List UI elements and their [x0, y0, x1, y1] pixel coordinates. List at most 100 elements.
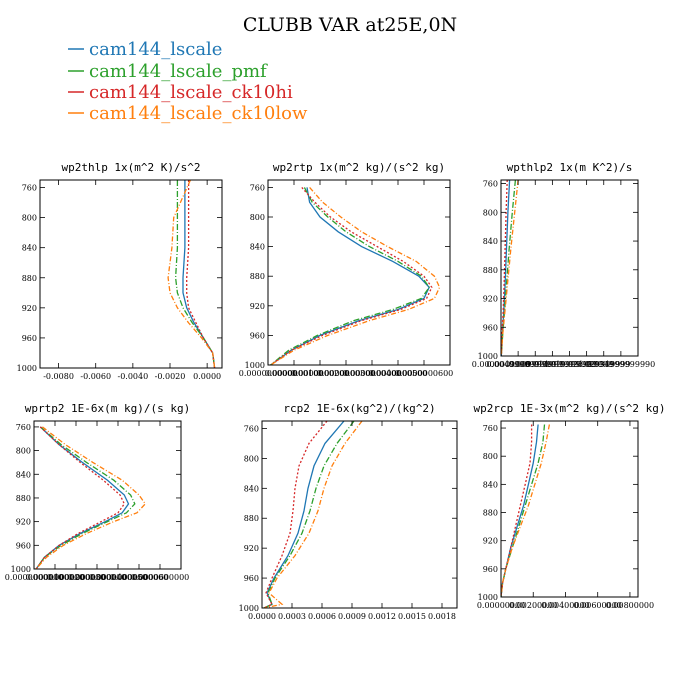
- subplot-6: wp2rcp 1E-3x(m^2 kg)/(s^2 kg) 760 800 840 88…: [473, 402, 665, 610]
- series-line: [186, 180, 216, 368]
- y-tick-label: 880: [244, 514, 259, 523]
- series-line: [263, 421, 355, 608]
- series-line: [35, 426, 147, 569]
- series-line: [501, 180, 508, 356]
- x-tick-label: 0.0000000100: [265, 369, 324, 378]
- legend-label: cam144_lscale_ck10hi: [89, 82, 293, 103]
- x-tick-label: 0.0000000500: [369, 369, 428, 378]
- x-tick-label: 0.00499999999: [486, 360, 550, 369]
- y-tick-label: 920: [22, 304, 37, 313]
- y-tick-label: 880: [16, 494, 31, 503]
- legend: cam144_lscalecam144_lscale_pmfcam144_lsc…: [68, 39, 308, 124]
- y-tick-label: 920: [244, 544, 259, 553]
- y-tick-label: 840: [483, 237, 498, 246]
- subplot-title: wprtp2 1E-6x(m kg)/(s kg): [25, 402, 191, 415]
- x-tick-label: 0.0000600000: [131, 573, 190, 582]
- subplot-5: rcp2 1E-6x(kg^2)/(kg^2) 760 800 840 880 920 96…: [239, 402, 458, 621]
- x-tick-label: 0.0012: [368, 612, 396, 621]
- series-line: [501, 424, 546, 597]
- legend-label: cam144_lscale_ck10low: [89, 103, 308, 124]
- x-tick-label: 0.014999999: [526, 360, 579, 369]
- y-tick-label: 1000: [478, 593, 498, 602]
- y-tick-label: 760: [483, 180, 498, 189]
- series-line: [270, 186, 433, 365]
- plot-frame: [500, 179, 639, 357]
- y-tick-label: 960: [244, 574, 259, 583]
- x-tick-label: 0.0000000200: [291, 369, 350, 378]
- figure-title: CLUBB VAR at25E,0N: [243, 14, 457, 36]
- plot-frame: [39, 179, 223, 369]
- subplot-1: wp2thlp 1x(m^2 K)/s^2 760 800 840 880 920 960 1…: [17, 161, 223, 381]
- y-tick-label: 880: [250, 272, 265, 281]
- x-tick-label: 0.0006: [308, 612, 336, 621]
- y-tick-label: 1000: [478, 352, 498, 361]
- subplot-title: rcp2 1E-6x(kg^2)/(kg^2): [283, 402, 435, 415]
- x-tick-label: 0.0000100000: [26, 573, 85, 582]
- y-tick-label: 840: [22, 244, 37, 253]
- plot-frame: [33, 420, 182, 570]
- series-line: [501, 424, 539, 597]
- legend-entry: cam144_lscale: [68, 39, 222, 60]
- x-tick-label: 0.0000000000: [239, 369, 298, 378]
- x-tick-label: 0.00000000: [477, 601, 525, 610]
- subplot-title: wp2rtp 1x(m^2 kg)/(s^2 kg): [273, 161, 445, 174]
- series-line: [501, 180, 519, 356]
- y-tick-label: 960: [16, 541, 31, 550]
- x-tick-label: 0.00200000: [509, 601, 557, 610]
- y-tick-label: 800: [483, 452, 498, 461]
- series-line: [270, 187, 430, 365]
- legend-label: cam144_lscale: [89, 39, 222, 60]
- plot-frame: [267, 179, 451, 366]
- y-tick-label: 840: [244, 484, 259, 493]
- legend-entry: cam144_lscale_ck10low: [68, 103, 308, 124]
- x-tick-label: 0.0015: [398, 612, 426, 621]
- subplot-3: wpthlp2 1x(m K^2)/s 760 800 840 880 920 960 100…: [472, 161, 656, 369]
- x-tick-label: 0.0000000300: [317, 369, 376, 378]
- series-line: [182, 180, 216, 368]
- series-line: [263, 421, 345, 608]
- y-tick-label: 800: [483, 208, 498, 217]
- y-tick-label: 760: [22, 184, 37, 193]
- series-line: [35, 426, 136, 569]
- y-tick-label: 920: [483, 295, 498, 304]
- x-tick-label: -0.0020: [155, 372, 186, 381]
- y-tick-label: 840: [16, 470, 31, 479]
- x-tick-label: 0.0000200000: [47, 573, 106, 582]
- y-tick-label: 840: [250, 243, 265, 252]
- x-tick-label: -0.0040: [118, 372, 149, 381]
- x-tick-label: 0.0000500000: [110, 573, 169, 582]
- panels: wp2thlp 1x(m^2 K)/s^2 760 800 840 880 920 960 1…: [5, 161, 666, 621]
- y-tick-label: 960: [483, 565, 498, 574]
- x-tick-label: 0.0000000000: [472, 360, 531, 369]
- subplot-title: wp2thlp 1x(m^2 K)/s^2: [61, 161, 200, 174]
- y-tick-label: 1000: [11, 565, 31, 574]
- x-tick-label: 0.0003: [278, 612, 306, 621]
- y-tick-label: 800: [22, 214, 37, 223]
- y-tick-label: 1000: [17, 364, 37, 373]
- subplot-title: wp2rcp 1E-3x(m^2 kg)/(s^2 kg): [473, 402, 665, 415]
- y-tick-label: 840: [483, 480, 498, 489]
- x-tick-label: 0.0000: [193, 372, 221, 381]
- y-tick-label: 760: [244, 424, 259, 433]
- x-tick-label: 0.0000000000: [5, 573, 64, 582]
- series-line: [35, 426, 126, 569]
- series-line: [174, 180, 216, 368]
- x-tick-label: 0.0000000400: [343, 369, 402, 378]
- y-tick-label: 800: [250, 213, 265, 222]
- x-tick-label: 0.0000: [248, 612, 276, 621]
- series-line: [270, 186, 441, 365]
- x-tick-label: -0.0060: [80, 372, 111, 381]
- y-tick-label: 760: [483, 424, 498, 433]
- x-tick-label: -0.0080: [43, 372, 74, 381]
- legend-label: cam144_lscale_pmf: [89, 61, 268, 82]
- x-tick-label: 0.00800000: [606, 601, 654, 610]
- x-tick-label: 0.0009: [338, 612, 366, 621]
- y-tick-label: 960: [22, 334, 37, 343]
- x-tick-label: 0.029999999: [577, 360, 630, 369]
- plot-frame: [500, 420, 639, 598]
- x-tick-label: 0.024999999: [560, 360, 613, 369]
- series-line: [35, 426, 130, 569]
- y-tick-label: 960: [250, 331, 265, 340]
- y-tick-label: 960: [483, 323, 498, 332]
